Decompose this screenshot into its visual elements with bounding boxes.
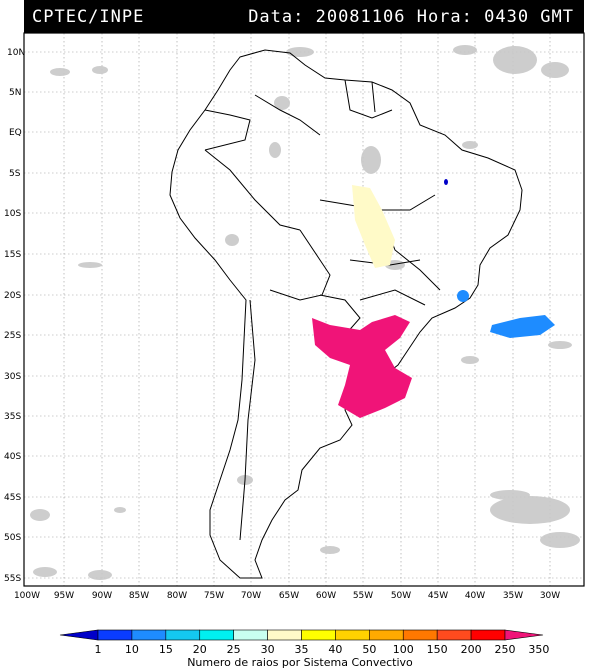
lat-label: 20S [4,291,21,301]
colorbar-label: 200 [461,643,482,656]
system-blue-se-brazil [457,290,469,302]
system-magenta-argentina [312,315,412,418]
guianas-borders [344,79,393,119]
system-blue-ne-brazil [444,179,448,185]
lon-label: 85W [129,591,149,601]
date-time-label: Data: 20081106 Hora: 0430 GMT [248,7,574,27]
colorbar-swatch-5 [233,629,268,641]
colorbar-label: 100 [393,643,414,656]
colorbar-swatch-0 [59,629,99,641]
lon-label: 55W [353,591,373,601]
latitude-labels: 10N 5N EQ 5S 10S 15S 20S 25S 30S 35S 40S… [4,48,25,584]
colorbar-label: 10 [125,643,139,656]
lon-label: 45W [428,591,448,601]
lat-label: 50S [4,533,21,543]
lat-label: 35S [4,412,21,422]
lon-label: 90W [92,591,112,601]
colorbar-label: 15 [159,643,173,656]
lon-label: 80W [167,591,187,601]
colorbar-swatch-12 [470,629,506,641]
colorbar-label: 250 [495,643,516,656]
border-peru-brazil [204,149,301,231]
colorbar-label: 50 [362,643,376,656]
colorbar-swatch-10 [402,629,438,641]
colorbar-swatch-9 [369,629,404,641]
colorbar-label: 30 [261,643,275,656]
colorbar-label: 35 [295,643,309,656]
lat-label: 5N [9,88,21,98]
colorbar-swatch-13 [504,629,544,641]
map-gridlines [24,33,584,586]
lon-label: 65W [279,591,299,601]
lat-label: 10S [4,209,21,219]
lat-label: 25S [4,331,21,341]
lon-label: 75W [204,591,224,601]
cloud-cover [30,45,580,580]
border-bolivia [269,229,331,301]
colorbar-label: 25 [227,643,241,656]
ecuador-colombia [204,109,251,151]
product-title: CPTEC/INPE [32,7,145,27]
border-paraguay [319,294,361,336]
longitude-labels: 100W 95W 90W 85W 80W 75W 70W 65W 60W 55W… [14,591,560,601]
map-border [23,32,585,587]
colorbar-swatch-8 [335,629,370,641]
lon-label: 30W [540,591,560,601]
colorbar-swatch-4 [199,629,234,641]
colorbar-label: 40 [328,643,342,656]
lat-label: 30S [4,372,21,382]
lon-label: 95W [54,591,74,601]
south-america-outline [169,49,523,579]
lat-label: 55S [4,574,21,584]
lat-label: 40S [4,452,21,462]
colorbar-swatch-1 [97,629,133,641]
lon-label: 60W [316,591,336,601]
lat-label: 5S [9,169,21,179]
border-venezuela-colombia [254,94,321,136]
lon-label: 70W [241,591,261,601]
colorbar-swatch-3 [165,629,201,641]
convective-systems [312,179,555,418]
lon-label: 100W [14,591,40,601]
colorbar-swatch-11 [436,629,472,641]
colorbar-label: 350 [528,643,549,656]
lat-label: EQ [9,128,22,138]
colorbar-caption: Numero de raios por Sistema Convectivo [187,656,413,669]
lon-label: 40W [465,591,485,601]
colorbar-swatch-2 [131,629,167,641]
colorbar-label: 1 [95,643,102,656]
border-chile-argentina [239,299,256,541]
header-bar: CPTEC/INPE Data: 20081106 Hora: 0430 GMT [24,0,584,33]
lon-label: 50W [391,591,411,601]
lat-label: 15S [4,250,21,260]
system-blue-atlantic [490,315,555,338]
lat-label: 45S [4,493,21,503]
system-yellow-center [352,185,395,268]
colorbar-swatch-6 [267,629,302,641]
lon-label: 35W [503,591,523,601]
colorbar-swatch-7 [301,629,336,641]
colorbar-label: 20 [193,643,207,656]
colorbar: 1 10 15 20 25 30 35 40 50 100 150 200 250 350 [59,629,549,656]
colorbar-label: 150 [427,643,448,656]
lat-label: 10N [7,48,25,58]
